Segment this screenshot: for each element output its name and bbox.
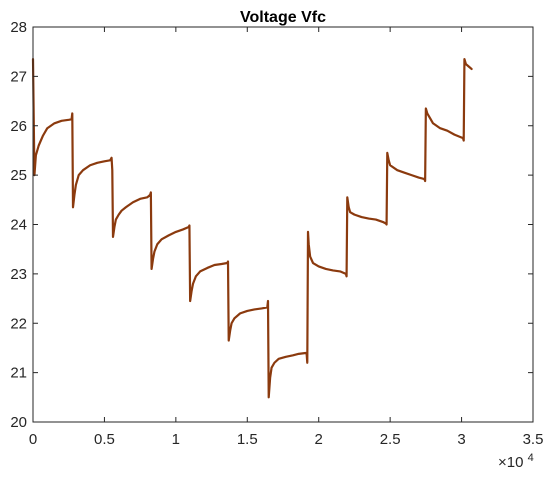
series-line-0 xyxy=(31,57,473,399)
chart-title: Voltage Vfc xyxy=(240,9,326,26)
y-tick-label: 22 xyxy=(10,315,27,332)
y-axis: 20 21 22 23 24 25 26 27 28 xyxy=(10,19,533,431)
y-tick-label: 25 xyxy=(10,167,27,184)
y-tick-label: 21 xyxy=(10,365,27,382)
y-tick-label: 24 xyxy=(10,217,27,234)
y-tick-label: 26 xyxy=(10,118,27,135)
x-axis-exponent-label: ×10 4 xyxy=(498,452,534,471)
x-tick-label: 0 xyxy=(29,431,37,448)
x-tick-label: 3 xyxy=(457,431,465,448)
x-tick-label: 3.5 xyxy=(523,431,544,448)
plot-area: 0 0.5 1 1.5 2 2.5 3 3.5 20 21 22 23 24 25 26 27 28 xyxy=(10,19,543,448)
x-axis-exponent-base: ×10 xyxy=(498,454,523,471)
x-tick-label: 2 xyxy=(315,431,323,448)
y-tick-label: 28 xyxy=(10,19,27,36)
x-axis-exponent-power: 4 xyxy=(528,452,534,464)
y-tick-label: 27 xyxy=(10,68,27,85)
series-layer xyxy=(31,57,473,399)
y-tick-label: 20 xyxy=(10,414,27,431)
x-tick-label: 1 xyxy=(172,431,180,448)
x-axis: 0 0.5 1 1.5 2 2.5 3 3.5 xyxy=(29,27,544,448)
x-tick-label: 0.5 xyxy=(94,431,115,448)
x-tick-label: 2.5 xyxy=(380,431,401,448)
x-tick-label: 1.5 xyxy=(237,431,258,448)
y-tick-label: 23 xyxy=(10,266,27,283)
